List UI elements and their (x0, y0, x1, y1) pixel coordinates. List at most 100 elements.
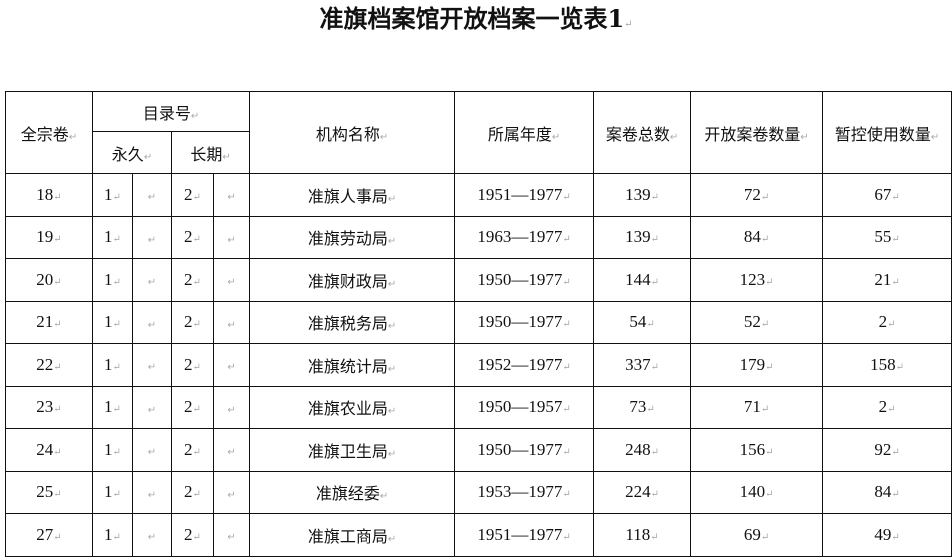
org-cell: 准旗劳动局 (249, 215, 456, 259)
long-term-cell: 2 (171, 300, 214, 344)
org-cell: 准旗工商局 (249, 513, 456, 557)
long-term-blank-cell (212, 513, 251, 557)
header-long-term: 长期 (170, 131, 251, 174)
years-cell: 1950—1977 (454, 258, 595, 302)
fonds-cell: 19 (5, 215, 93, 259)
restricted-cell: 158 (822, 343, 952, 387)
permanent-blank-cell (132, 428, 172, 472)
total-cell: 54 (593, 300, 692, 344)
permanent-cell: 1 (92, 300, 133, 344)
long-term-blank-cell (212, 470, 251, 514)
total-cell: 144 (593, 258, 692, 302)
restricted-cell: 21 (822, 258, 952, 302)
total-cell: 139 (593, 215, 692, 259)
org-cell: 准旗税务局 (249, 300, 456, 344)
years-cell: 1951—1977 (454, 513, 595, 557)
table-row: 2112准旗税务局1950—197754522 (5, 300, 952, 344)
paragraph-mark-icon (624, 16, 632, 30)
header-fonds: 全宗卷 (5, 91, 93, 174)
permanent-blank-cell (132, 343, 172, 387)
restricted-cell: 55 (822, 215, 952, 259)
table-row: 2412 准旗卫生局1950—197724815692 (5, 428, 952, 472)
org-cell: 准旗农业局 (249, 385, 456, 429)
header-total: 案卷总数 (593, 91, 692, 174)
open-cell: 71 (690, 385, 824, 429)
years-cell: 1951—1977 (454, 173, 595, 217)
fonds-cell: 22 (5, 343, 93, 387)
table-row: 2212 准旗统计局1952—1977337179158 (5, 343, 952, 387)
years-cell: 1950—1957 (454, 385, 595, 429)
restricted-cell: 49 (822, 513, 952, 557)
long-term-blank-cell (212, 258, 251, 302)
permanent-cell: 1 (92, 343, 133, 387)
long-term-blank-cell (212, 173, 251, 217)
org-cell: 准旗卫生局 (249, 428, 456, 472)
open-cell: 179 (690, 343, 824, 387)
header-years: 所属年度 (454, 91, 595, 174)
permanent-blank-cell (132, 513, 172, 557)
open-cell: 69 (690, 513, 824, 557)
permanent-cell: 1 (92, 173, 133, 217)
total-cell: 73 (593, 385, 692, 429)
permanent-cell: 1 (92, 428, 133, 472)
header-restricted: 暂控使用数量 (822, 91, 952, 174)
permanent-blank-cell (132, 470, 172, 514)
table-row: 1912 准旗劳动局1963—19771398455 (5, 215, 952, 259)
title-text: 准旗档案馆开放档案一览表1 (319, 4, 625, 33)
total-cell: 139 (593, 173, 692, 217)
open-cell: 140 (690, 470, 824, 514)
document-title: 准旗档案馆开放档案一览表1 (0, 2, 952, 42)
header-permanent: 永久 (92, 131, 172, 174)
permanent-cell: 1 (92, 470, 133, 514)
header-open: 开放案卷数量 (690, 91, 824, 174)
long-term-cell: 2 (171, 470, 214, 514)
permanent-blank-cell (132, 173, 172, 217)
org-cell: 准旗人事局 (249, 173, 456, 217)
long-term-blank-cell (212, 343, 251, 387)
restricted-cell: 92 (822, 428, 952, 472)
years-cell: 1952—1977 (454, 343, 595, 387)
open-cell: 72 (690, 173, 824, 217)
restricted-cell: 2 (822, 300, 952, 344)
fonds-cell: 24 (5, 428, 93, 472)
open-cell: 84 (690, 215, 824, 259)
permanent-blank-cell (132, 300, 172, 344)
permanent-blank-cell (132, 258, 172, 302)
long-term-cell: 2 (171, 215, 214, 259)
fonds-cell: 20 (5, 258, 93, 302)
long-term-cell: 2 (171, 343, 214, 387)
fonds-cell: 23 (5, 385, 93, 429)
total-cell: 118 (593, 513, 692, 557)
long-term-cell: 2 (171, 385, 214, 429)
total-cell: 337 (593, 343, 692, 387)
years-cell: 1950—1977 (454, 300, 595, 344)
restricted-cell: 2 (822, 385, 952, 429)
permanent-cell: 1 (92, 215, 133, 259)
fonds-cell: 21 (5, 300, 93, 344)
long-term-cell: 2 (171, 173, 214, 217)
years-cell: 1950—1977 (454, 428, 595, 472)
org-cell: 准旗财政局 (249, 258, 456, 302)
header-catalog: 目录号 (91, 91, 251, 132)
table-row: 2512 准旗经委1953—197722414084 (5, 470, 952, 514)
permanent-blank-cell (132, 385, 172, 429)
long-term-blank-cell (212, 428, 251, 472)
archive-table: 全宗卷 目录号 机构名称 所属年度 案卷总数 开放案卷数量 暂控使用数量 永久 … (5, 91, 952, 557)
open-cell: 156 (690, 428, 824, 472)
long-term-blank-cell (212, 300, 251, 344)
org-cell: 准旗经委 (249, 470, 456, 514)
long-term-blank-cell (212, 385, 251, 429)
permanent-blank-cell (132, 215, 172, 259)
open-cell: 52 (690, 300, 824, 344)
fonds-cell: 25 (5, 470, 93, 514)
total-cell: 248 (593, 428, 692, 472)
years-cell: 1963—1977 (454, 215, 595, 259)
long-term-cell: 2 (171, 513, 214, 557)
table-row: 1812 准旗人事局1951—19771397267 (5, 173, 952, 217)
total-cell: 224 (593, 470, 692, 514)
open-cell: 123 (690, 258, 824, 302)
years-cell: 1953—1977 (454, 470, 595, 514)
restricted-cell: 67 (822, 173, 952, 217)
long-term-cell: 2 (171, 428, 214, 472)
long-term-cell: 2 (171, 258, 214, 302)
